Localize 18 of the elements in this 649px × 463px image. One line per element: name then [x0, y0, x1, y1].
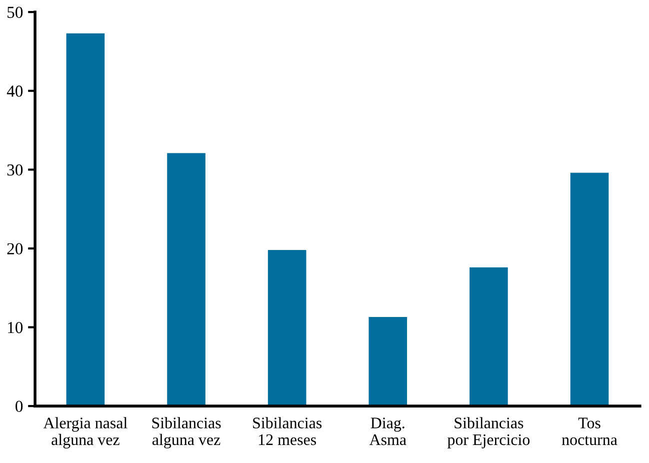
y-tick-label: 50	[8, 6, 23, 18]
x-tick-label: Tos nocturna	[562, 418, 618, 446]
x-tick-label: Sibilancias por Ejercicio	[447, 417, 530, 448]
bar	[167, 153, 206, 406]
bar	[470, 267, 508, 406]
y-tick-label: 40	[6, 86, 23, 97]
bar	[66, 33, 105, 406]
x-tick-label: Diag. Asma	[369, 418, 406, 446]
bar	[570, 172, 609, 406]
x-tick-label: Alergia nasal alguna vez	[43, 417, 128, 448]
y-tick-label: 30	[7, 164, 23, 176]
y-tick-label: 20	[7, 243, 23, 254]
bar	[368, 317, 408, 406]
y-tick-label: 0	[16, 400, 23, 412]
y-tick-label: 10	[8, 322, 23, 334]
x-tick-label: Sibilancias 12 meses	[253, 417, 322, 446]
bar	[268, 250, 306, 406]
x-tick-label: Sibilancias alguna vez	[152, 417, 221, 448]
